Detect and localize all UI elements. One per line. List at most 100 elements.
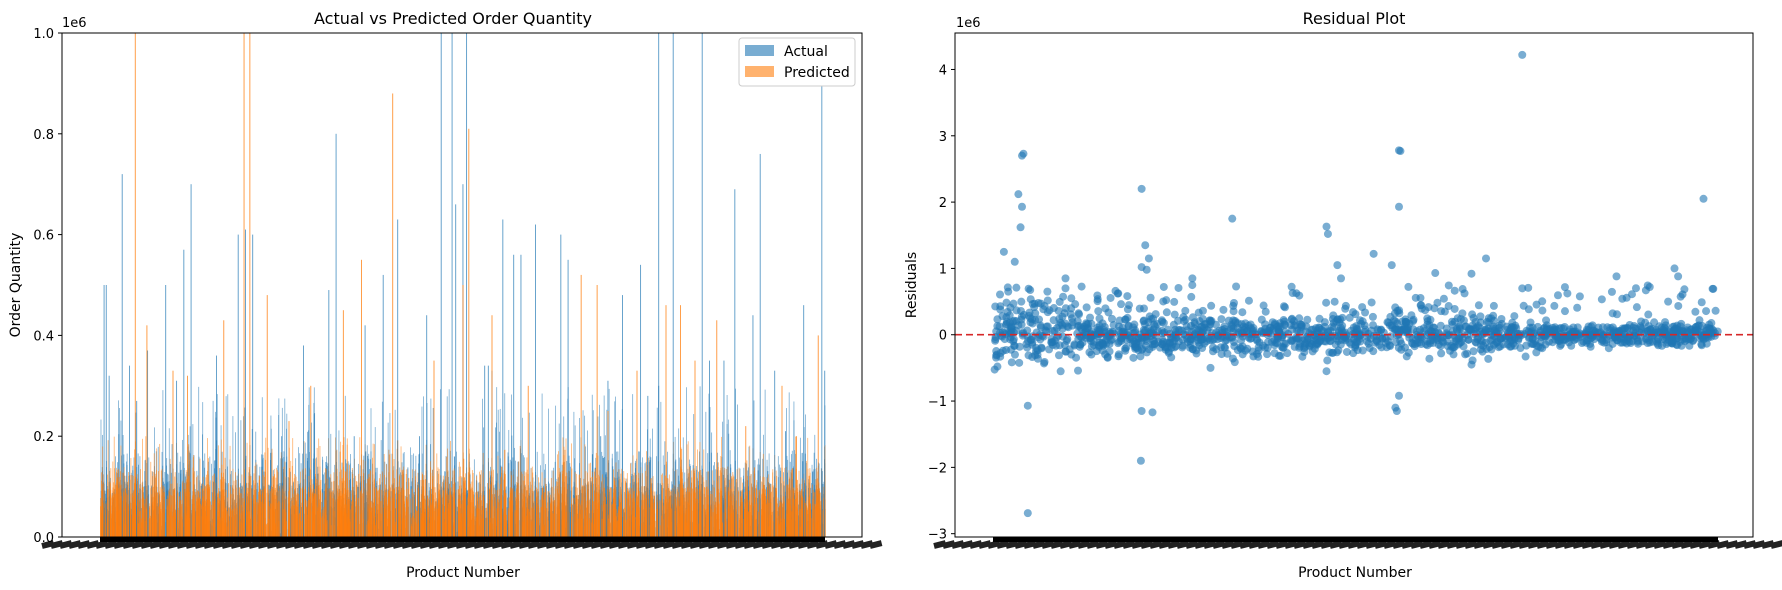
bar-predicted [581, 486, 583, 537]
bar-predicted [503, 511, 504, 537]
x-tick-label [221, 540, 235, 549]
bar-predicted [381, 489, 382, 537]
x-tick-label [275, 540, 289, 549]
bar-predicted [476, 475, 477, 537]
bar-predicted [756, 489, 757, 537]
bar-predicted [441, 497, 443, 537]
bar-actual [739, 468, 741, 537]
bar-predicted [495, 490, 497, 537]
bar-predicted [564, 476, 566, 537]
bar-predicted [628, 493, 630, 537]
bar-predicted [263, 503, 265, 537]
bar-actual [279, 483, 281, 537]
x-tick-label [860, 540, 874, 549]
bar-actual [456, 531, 458, 537]
bar-predicted [660, 525, 662, 537]
x-tick-label [716, 540, 730, 549]
x-tick-label [158, 540, 172, 549]
bar-predicted [241, 474, 243, 537]
bar-actual [602, 457, 604, 537]
bar-predicted [823, 514, 825, 537]
bar-predicted [171, 495, 173, 537]
bar-predicted [654, 520, 656, 537]
bar-predicted [379, 473, 381, 537]
bar-predicted [205, 477, 207, 537]
bar-predicted [118, 487, 120, 537]
bar-actual [495, 427, 496, 537]
bar-actual [279, 533, 281, 537]
bar-actual [798, 504, 799, 537]
bar-predicted [332, 491, 334, 537]
bar-predicted [611, 509, 613, 537]
bar-predicted [588, 501, 590, 537]
bar-actual [630, 476, 632, 537]
bar-predicted [266, 524, 268, 537]
bar-actual [299, 453, 301, 537]
bar-predicted [546, 508, 548, 537]
bar-actual [617, 471, 618, 537]
bar-predicted [192, 495, 193, 537]
bar-actual [243, 416, 244, 537]
bar-actual [282, 468, 284, 537]
x-tick-label [41, 540, 55, 549]
x-tick-label [833, 540, 847, 549]
bar-predicted [117, 469, 119, 537]
bar-predicted [297, 484, 299, 537]
bar-actual [131, 508, 132, 537]
bar-actual [603, 395, 605, 537]
bar-actual [786, 408, 787, 537]
x-tick-label [203, 540, 217, 549]
x-tick-label [455, 540, 469, 549]
bar-predicted [178, 509, 179, 537]
x-tick-label [248, 540, 262, 549]
bar-predicted [335, 437, 336, 537]
bar-actual [300, 463, 302, 537]
bar-predicted [340, 469, 342, 537]
bar-actual [432, 407, 434, 537]
bar-predicted [125, 493, 127, 537]
bar-predicted [806, 505, 807, 537]
bar-actual [423, 396, 424, 537]
bar-actual [309, 452, 310, 537]
bar-actual [779, 464, 781, 537]
bar-actual [211, 525, 213, 537]
bar-predicted [232, 468, 234, 537]
bar-chart-x-tick-labels [41, 540, 883, 549]
bar-predicted [538, 477, 539, 537]
bar-actual [100, 419, 102, 537]
bar-predicted [485, 507, 487, 537]
bar-predicted [536, 487, 538, 537]
x-tick-label [608, 540, 622, 549]
x-tick-label [347, 540, 361, 549]
bar-actual [457, 511, 458, 537]
bar-predicted [470, 483, 471, 537]
bar-predicted [442, 475, 444, 537]
bar-predicted [648, 457, 650, 537]
bar-actual [251, 429, 253, 537]
bar-actual [499, 431, 500, 537]
bar-actual [313, 387, 315, 537]
bar-predicted [548, 490, 550, 537]
bar-predicted [612, 503, 613, 537]
bar-actual [705, 411, 707, 537]
bar-predicted [510, 471, 512, 537]
x-tick-label [842, 540, 856, 549]
bar-predicted [706, 486, 708, 537]
bar-predicted [785, 466, 787, 537]
bar-actual [555, 405, 557, 537]
bar-predicted [778, 523, 780, 537]
bar-predicted [137, 503, 139, 537]
bar-actual [444, 471, 445, 537]
bar-actual [541, 393, 543, 537]
x-tick-label [374, 540, 388, 549]
bar-actual [608, 388, 610, 537]
bar-predicted [264, 488, 266, 537]
bar-predicted [799, 508, 801, 537]
bar-predicted [330, 525, 332, 537]
bar-predicted [750, 505, 752, 537]
bar-actual [611, 453, 613, 537]
bar-predicted [239, 487, 241, 537]
bar-predicted [336, 488, 338, 537]
bar-predicted [589, 518, 591, 537]
bar-predicted [139, 484, 141, 537]
